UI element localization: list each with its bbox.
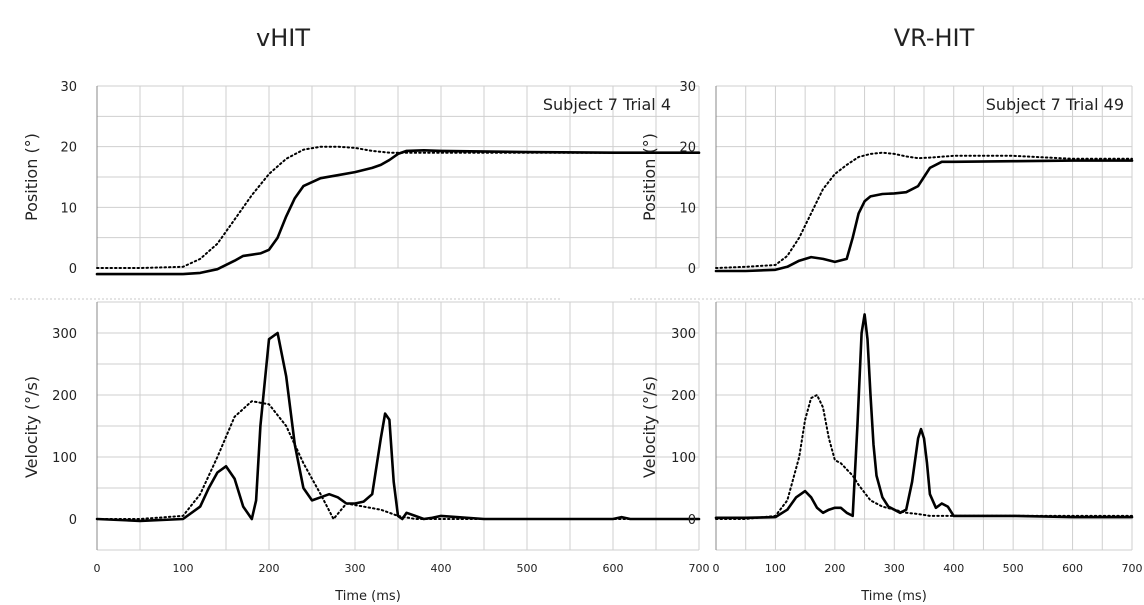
x-tick-label: 200 — [824, 562, 845, 575]
x-tick-label: 400 — [943, 562, 964, 575]
x-tick-label: 600 — [1062, 562, 1083, 575]
y-tick-label: 0 — [69, 513, 77, 528]
x-tick-label: 100 — [765, 562, 786, 575]
eye-velocity-series-solid — [714, 313, 1134, 520]
y-tick-label: 10 — [60, 201, 77, 216]
chart-1: VR-HIT 0 10 20 30 Position (°) Subject 7 Trial… — [630, 24, 1144, 604]
y-tick-label: 300 — [52, 327, 77, 342]
head-velocity-series-dotted — [715, 151, 1133, 269]
y-tick-label: 200 — [671, 389, 696, 404]
x-tick-label: 700 — [689, 562, 710, 575]
y-axis-label: Velocity (°/s) — [22, 376, 41, 478]
y-tick-label: 10 — [679, 201, 696, 216]
x-tick-label: 700 — [1122, 562, 1143, 575]
chart-title: VR-HIT — [894, 24, 975, 52]
x-axis-label: Time (ms) — [334, 589, 401, 604]
velocity-panel: 0 100 200 300 Velocity (°/s) 0 100 200 300 400 500… — [640, 301, 1143, 604]
eye-velocity-series-solid — [95, 149, 701, 276]
y-tick-label: 30 — [60, 80, 77, 95]
x-tick-label: 0 — [713, 562, 720, 575]
x-tick-label: 600 — [603, 562, 624, 575]
y-tick-label: 200 — [52, 389, 77, 404]
y-tick-label: 30 — [679, 80, 696, 95]
position-panel: 0 10 20 30 Position (°) Subject 7 Trial 49 — [640, 80, 1134, 277]
y-axis-label: Position (°) — [22, 133, 41, 221]
x-tick-label: 500 — [1003, 562, 1024, 575]
y-tick-label: 100 — [52, 451, 77, 466]
chart-title: vHIT — [256, 24, 310, 52]
eye-velocity-series-solid — [714, 159, 1134, 273]
y-tick-label: 0 — [688, 262, 696, 277]
y-tick-label: 20 — [679, 141, 696, 156]
x-axis-label: Time (ms) — [860, 589, 927, 604]
eye-velocity-series-solid — [95, 331, 701, 523]
y-tick-label: 0 — [69, 262, 77, 277]
position-panel: 0 10 20 30 Position (°) Subject 7 Trial 4 — [22, 80, 701, 277]
x-tick-label: 400 — [431, 562, 452, 575]
trial-annotation: Subject 7 Trial 4 — [543, 95, 671, 114]
x-tick-label: 300 — [345, 562, 366, 575]
velocity-panel: 0 100 200 300 Velocity (°/s) 0 100 200 300 400 500… — [22, 301, 710, 604]
y-tick-label: 300 — [671, 327, 696, 342]
y-tick-label: 0 — [688, 513, 696, 528]
x-tick-label: 500 — [517, 562, 538, 575]
trial-annotation: Subject 7 Trial 49 — [986, 95, 1124, 114]
head-velocity-series-dotted — [96, 145, 700, 269]
y-tick-label: 20 — [60, 141, 77, 156]
head-velocity-series-dotted — [96, 400, 700, 520]
y-axis-label: Velocity (°/s) — [640, 376, 659, 478]
x-tick-label: 200 — [259, 562, 280, 575]
x-tick-label: 0 — [94, 562, 101, 575]
chart-0: vHIT 0 10 20 30 Position (°) Subject 7 Trial 4… — [10, 24, 710, 604]
head-velocity-series-dotted — [715, 394, 1133, 520]
y-axis-label: Position (°) — [640, 133, 659, 221]
x-tick-label: 300 — [884, 562, 905, 575]
y-tick-label: 100 — [671, 451, 696, 466]
x-tick-label: 100 — [173, 562, 194, 575]
